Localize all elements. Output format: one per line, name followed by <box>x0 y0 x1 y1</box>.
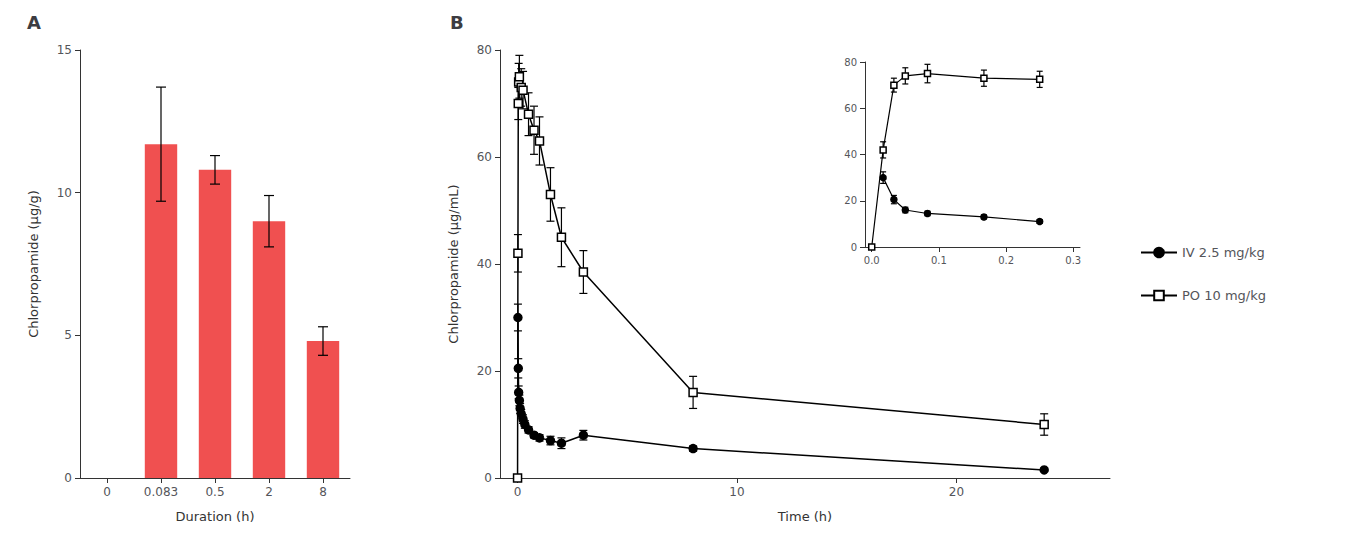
svg-text:2: 2 <box>265 485 273 499</box>
svg-text:20: 20 <box>949 485 964 499</box>
svg-text:40: 40 <box>844 149 857 160</box>
svg-text:20: 20 <box>844 195 857 206</box>
svg-text:60: 60 <box>477 150 492 164</box>
svg-text:0: 0 <box>484 471 492 485</box>
svg-text:0: 0 <box>103 485 111 499</box>
svg-text:20: 20 <box>477 364 492 378</box>
svg-text:0.2: 0.2 <box>998 255 1014 266</box>
svg-text:40: 40 <box>477 257 492 271</box>
svg-text:Chlorpropamide (μg/g): Chlorpropamide (μg/g) <box>26 190 41 338</box>
svg-text:0: 0 <box>514 485 522 499</box>
svg-text:10: 10 <box>57 186 72 200</box>
svg-text:5: 5 <box>64 328 72 342</box>
svg-text:15: 15 <box>57 43 72 57</box>
svg-text:0.3: 0.3 <box>1065 255 1081 266</box>
svg-text:80: 80 <box>844 57 857 68</box>
svg-text:B: B <box>450 12 464 33</box>
svg-text:0.083: 0.083 <box>144 485 178 499</box>
svg-text:0.1: 0.1 <box>931 255 947 266</box>
svg-text:10: 10 <box>729 485 744 499</box>
svg-text:60: 60 <box>844 103 857 114</box>
svg-text:A: A <box>27 12 41 33</box>
svg-text:Time (h): Time (h) <box>777 509 832 524</box>
svg-text:IV 2.5 mg/kg: IV 2.5 mg/kg <box>1182 245 1265 260</box>
svg-text:80: 80 <box>477 43 492 57</box>
svg-text:0: 0 <box>851 242 857 253</box>
svg-text:PO 10 mg/kg: PO 10 mg/kg <box>1182 288 1266 303</box>
svg-text:0.5: 0.5 <box>205 485 224 499</box>
svg-text:0.0: 0.0 <box>864 255 880 266</box>
svg-text:Duration (h): Duration (h) <box>176 509 255 524</box>
svg-text:8: 8 <box>319 485 327 499</box>
svg-text:0: 0 <box>64 471 72 485</box>
svg-text:Chlorpropamide (μg/mL): Chlorpropamide (μg/mL) <box>446 184 461 343</box>
